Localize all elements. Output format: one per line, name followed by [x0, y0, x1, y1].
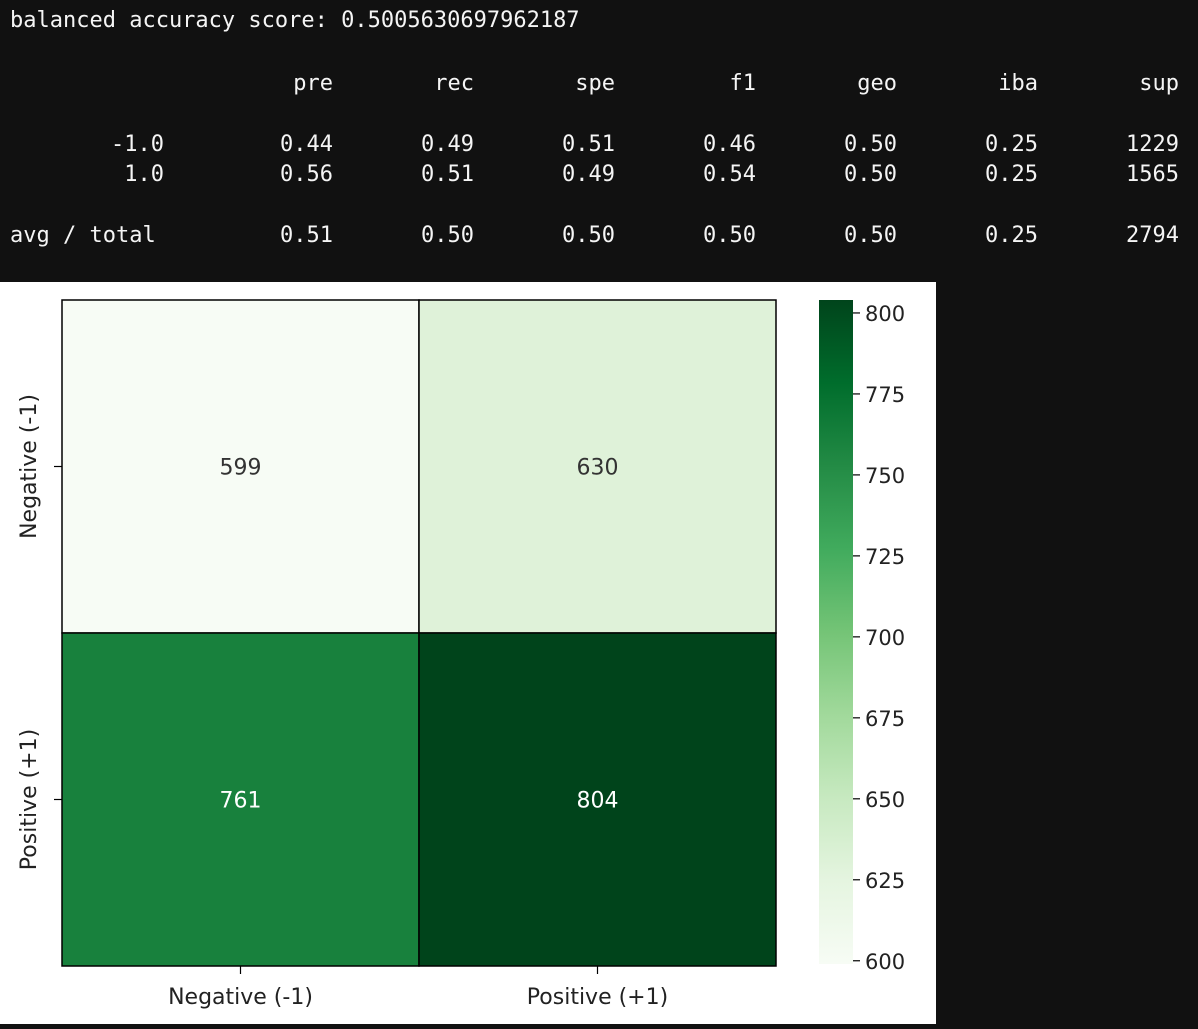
cell-value-label: 804 [577, 789, 619, 814]
report-value: 0.49 [421, 132, 474, 157]
report-value: 1565 [1126, 162, 1179, 187]
y-tick-label: Positive (+1) [17, 729, 42, 870]
report-row-label: 1.0 [124, 162, 164, 187]
report-value: 0.50 [703, 223, 756, 248]
report-value: 0.25 [985, 162, 1038, 187]
colorbar-tick-label: 625 [865, 869, 905, 893]
report-header-f1: f1 [729, 71, 757, 96]
colorbar-tick-label: 775 [865, 383, 905, 407]
colorbar [819, 300, 853, 964]
colorbar-tick-label: 650 [865, 788, 905, 812]
balanced-accuracy-line: balanced accuracy score: 0.5005630697962… [10, 6, 580, 36]
confusion-matrix-heatmap: 599 630 761 804 Negative (-1) Positive (+1) N… [17, 299, 905, 1010]
report-value: 0.56 [280, 162, 333, 187]
heatmap-cell [418, 299, 777, 634]
report-header-pre: pre [293, 71, 333, 96]
report-header-sup: sup [1139, 71, 1179, 96]
report-header-spe: spe [575, 71, 615, 96]
cell-value-label: 599 [220, 456, 262, 481]
report-value: 0.50 [562, 223, 615, 248]
report-value: 0.51 [280, 223, 333, 248]
report-value: 0.50 [844, 162, 897, 187]
heatmap-cell [61, 632, 420, 967]
report-value: 0.49 [562, 162, 615, 187]
report-value: 0.25 [985, 132, 1038, 157]
colorbar-tick-label: 700 [865, 626, 905, 650]
report-value: 0.25 [985, 223, 1038, 248]
report-value: 1229 [1126, 132, 1179, 157]
report-value: 2794 [1126, 223, 1179, 248]
cell-output-text: balanced accuracy score: 0.5005630697962… [0, 0, 1198, 282]
report-header-geo: geo [857, 71, 897, 96]
score-value: 0.5005630697962187 [341, 8, 580, 33]
report-row-label: -1.0 [111, 132, 164, 157]
report-value: 0.51 [562, 132, 615, 157]
heatmap-cell [418, 632, 777, 967]
report-header-rec: rec [434, 71, 474, 96]
cell-value-label: 630 [577, 456, 619, 481]
report-value: 0.50 [421, 223, 474, 248]
report-value: 0.51 [421, 162, 474, 187]
colorbar-tick-label: 750 [865, 464, 905, 488]
report-value: 0.50 [844, 132, 897, 157]
report-value: 0.54 [703, 162, 756, 187]
report-header-iba: iba [998, 71, 1038, 96]
colorbar-tick-label: 800 [865, 302, 905, 326]
report-value: 0.50 [844, 223, 897, 248]
cell-value-label: 761 [220, 789, 262, 814]
colorbar-tick-label: 725 [865, 545, 905, 569]
report-row-label: avg / total [10, 223, 156, 248]
x-tick-label: Negative (-1) [168, 985, 313, 1010]
confusion-matrix-figure: 599 630 761 804 Negative (-1) Positive (+1) N… [0, 282, 936, 1024]
colorbar-tick-label: 675 [865, 707, 905, 731]
report-value: 0.44 [280, 132, 333, 157]
colorbar-tick-label: 600 [865, 950, 905, 974]
report-value: 0.46 [703, 132, 756, 157]
y-tick-label: Negative (-1) [17, 394, 42, 539]
heatmap-cell [61, 299, 420, 634]
score-label: balanced accuracy score: [10, 8, 328, 33]
x-tick-label: Positive (+1) [527, 985, 668, 1010]
